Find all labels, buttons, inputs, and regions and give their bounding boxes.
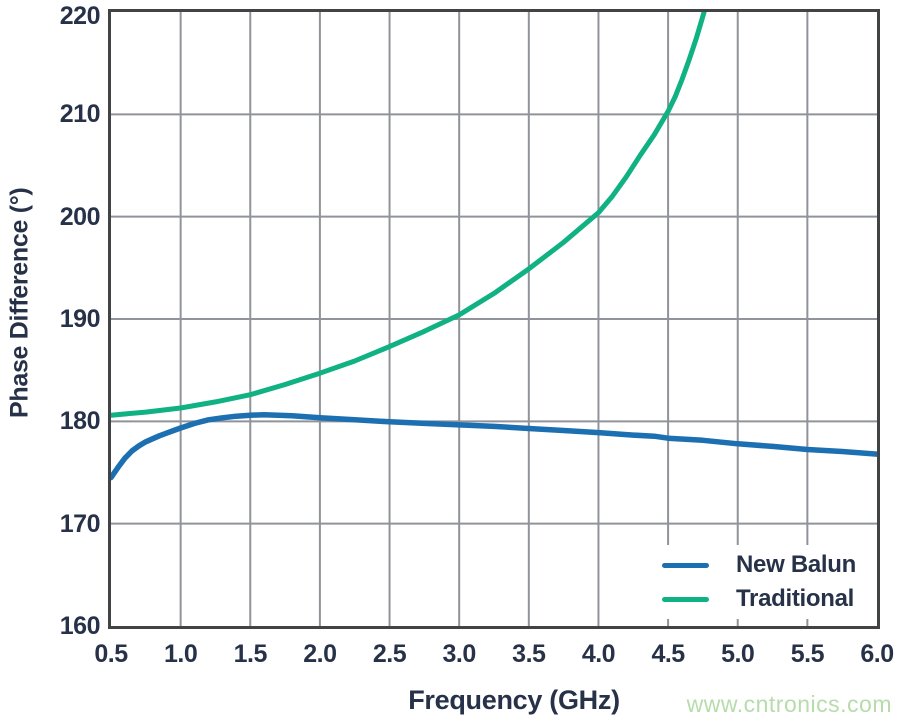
y-tick-label: 220 (59, 2, 101, 30)
legend-swatch-traditional (662, 596, 709, 602)
legend-swatch-new-balun (662, 562, 709, 568)
watermark: www.cntronics.com (686, 691, 892, 717)
series-new-balun-line (111, 411, 877, 481)
x-tick-label: 4.0 (581, 640, 616, 668)
gridlines (111, 12, 877, 626)
y-tick-label: 170 (59, 509, 101, 538)
x-tick-label: 5.0 (721, 640, 755, 668)
series-traditional-line (111, 12, 707, 418)
x-tick-label: 5.5 (790, 640, 825, 668)
x-tick-label: 0.5 (94, 640, 128, 668)
legend-item-new-balun: New Balun (600, 549, 876, 581)
x-tick-label: 1.5 (233, 640, 268, 668)
y-tick-label: 200 (59, 202, 101, 231)
series-lines (111, 12, 877, 481)
y-tick-label: 180 (59, 407, 101, 436)
plot-svg (111, 12, 877, 626)
x-tick-label: 2.0 (303, 640, 337, 668)
y-tick-label: 210 (59, 100, 101, 129)
legend: New Balun Traditional (600, 545, 876, 619)
plot-area (108, 9, 880, 629)
x-tick-label: 6.0 (860, 640, 894, 668)
x-tick-label: 3.5 (512, 640, 546, 668)
x-tick-label: 2.5 (372, 640, 407, 668)
x-tick-label: 3.0 (442, 640, 477, 668)
legend-label-new-balun: New Balun (736, 551, 856, 578)
x-tick-label: 1.0 (163, 640, 198, 668)
y-tick-label: 190 (59, 305, 101, 333)
x-tick-label: 4.5 (651, 640, 685, 668)
x-axis-title: Frequency (GHz) (408, 685, 620, 715)
y-tick-label: 160 (59, 612, 101, 640)
legend-item-traditional: Traditional (600, 583, 876, 615)
legend-label-traditional: Traditional (736, 585, 855, 612)
